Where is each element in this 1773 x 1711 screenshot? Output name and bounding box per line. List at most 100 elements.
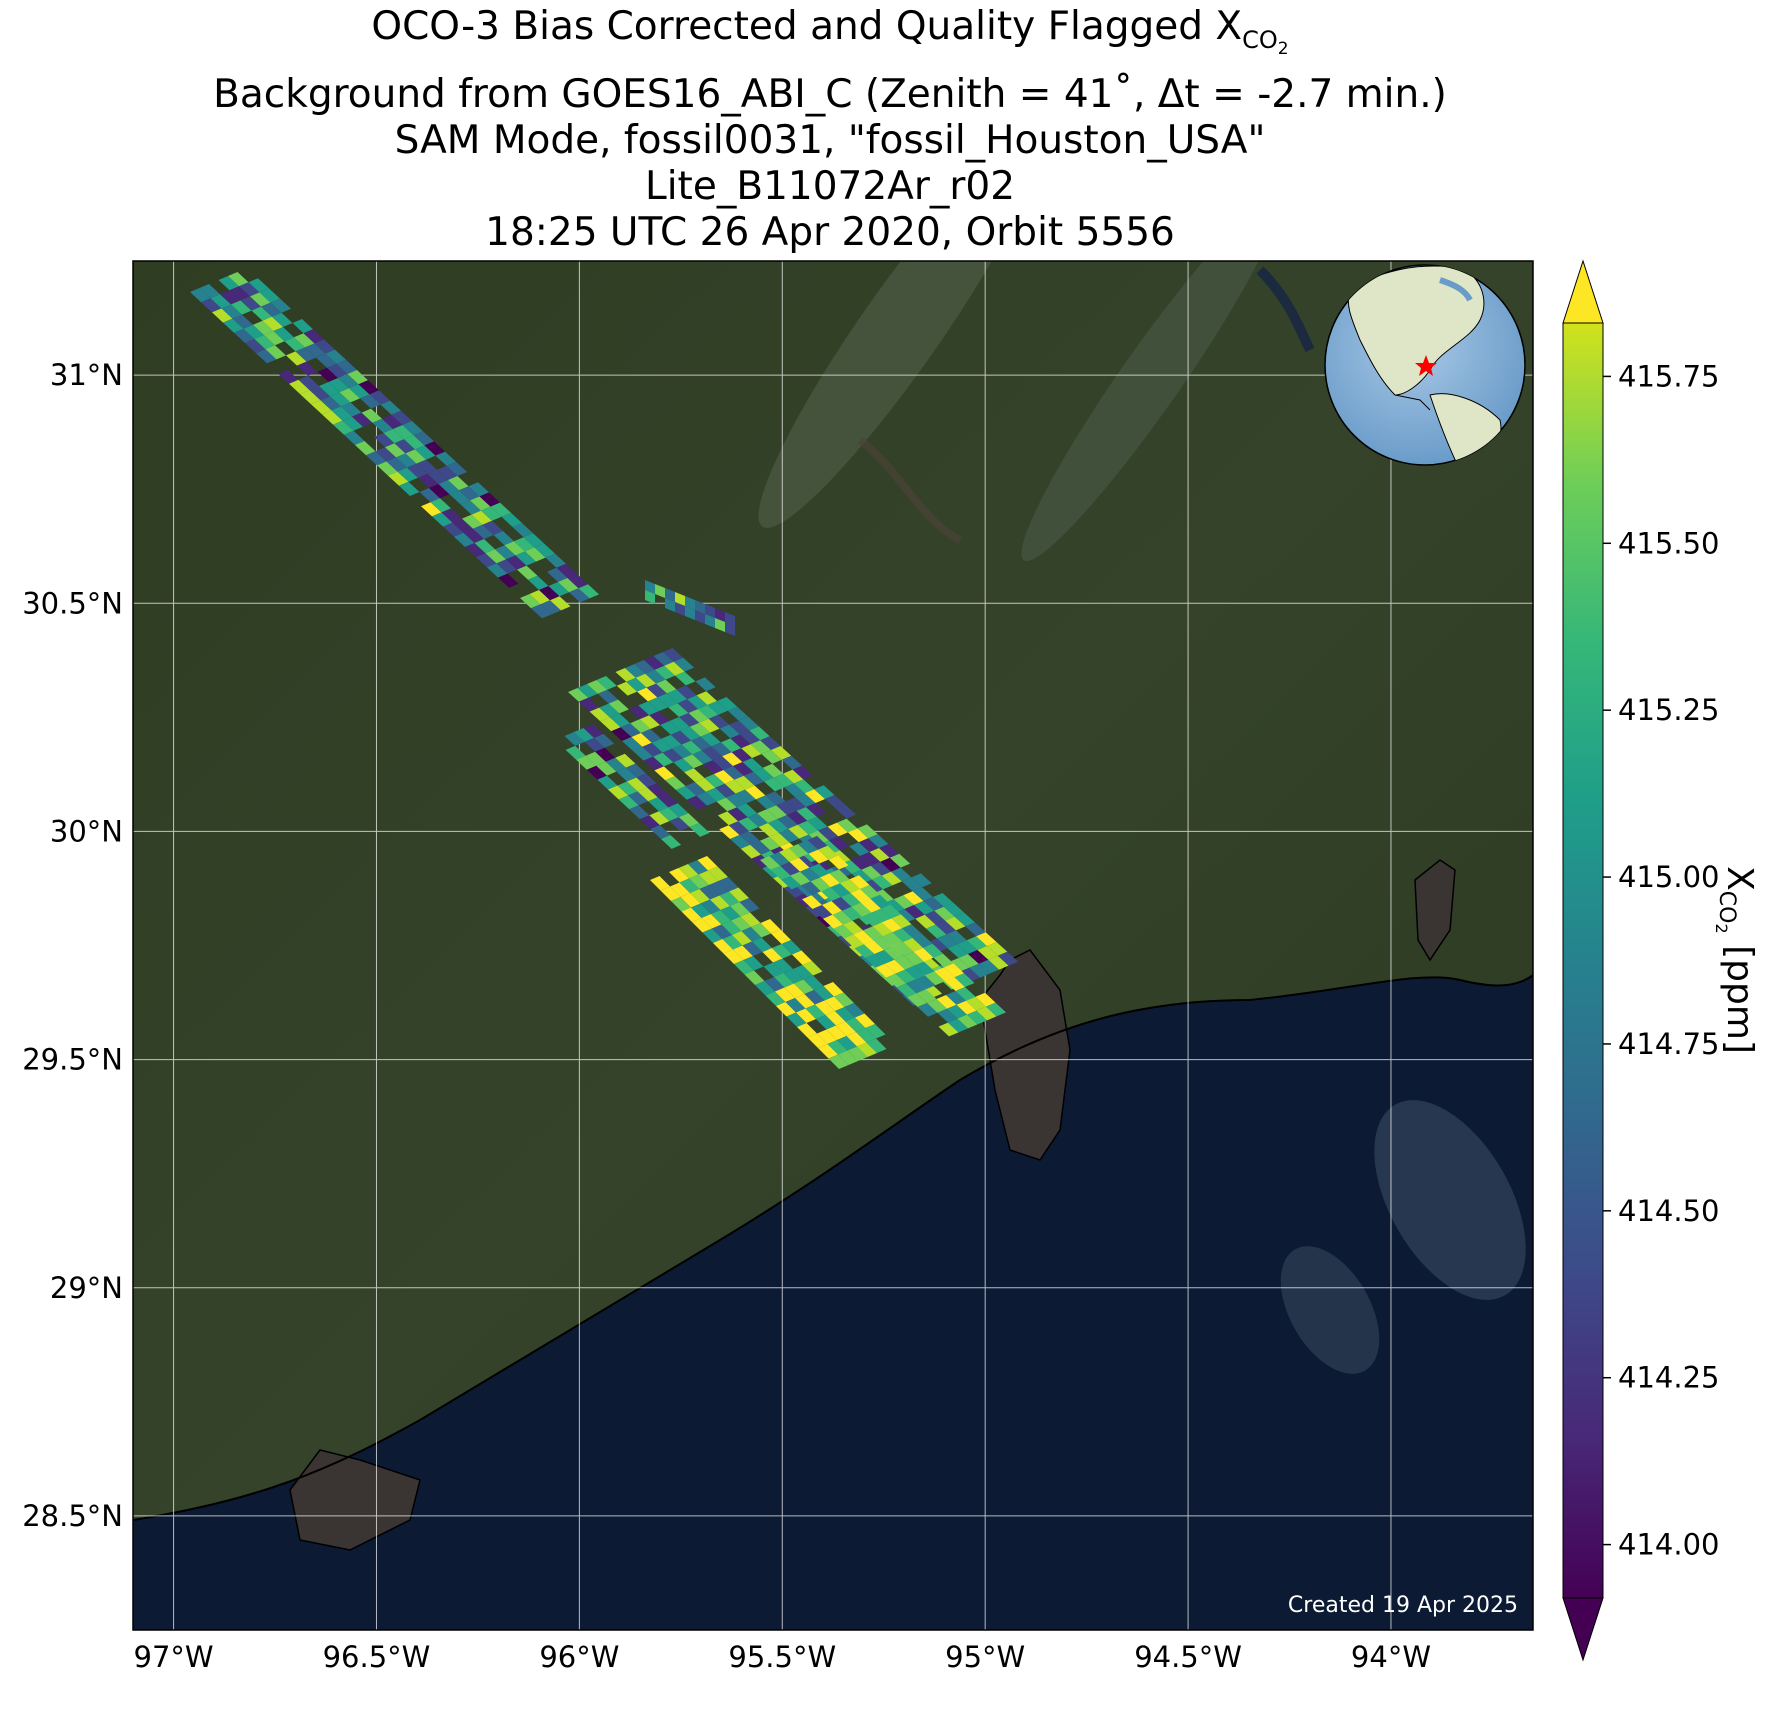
xco2-sounding (751, 923, 771, 938)
map-title: OCO-3 Bias Corrected and Quality Flagged… (130, 4, 1530, 256)
xco2-sounding (792, 950, 812, 965)
xco2-sounding (879, 844, 900, 858)
xco2-sounding (807, 836, 828, 850)
xco2-sounding (727, 706, 749, 721)
xco2-sounding (768, 819, 789, 833)
xco2-sounding (978, 959, 1000, 974)
xco2-sounding (278, 369, 299, 384)
xco2-sounding (424, 441, 445, 456)
xco2-sounding (240, 296, 261, 311)
xco2-sounding (959, 967, 981, 982)
xco2-sounding (740, 844, 762, 859)
xco2-sounding (523, 533, 544, 548)
colorbar-ticks: 414.00 414.25 414.50 414.75 415.00 415.25 415.… (1603, 359, 1719, 1562)
xco2-sounding (828, 1054, 849, 1069)
colorbar: 414.00 414.25 414.50 414.75 415.00 415.25 415.… (1562, 259, 1760, 1662)
colorbar-extend-max (1562, 259, 1604, 324)
xco2-sounding (660, 886, 681, 901)
xco2-sounding (515, 551, 536, 566)
xco2-sounding (734, 775, 755, 790)
xco2-sounding (597, 689, 619, 704)
xco2-sounding (906, 979, 926, 994)
xco2-sounding (272, 312, 293, 327)
xco2-sounding (597, 775, 618, 790)
lat-tick-label: 29°N (50, 1271, 123, 1305)
xco2-sounding (716, 797, 737, 812)
xco2-sounding (882, 918, 902, 933)
xco2-sounding (927, 999, 947, 1013)
xco2-sounding (628, 791, 649, 806)
xco2-sounding (926, 924, 947, 939)
xco2-sounding (745, 785, 766, 800)
xco2-sounding (648, 797, 669, 812)
xco2-sounding (578, 697, 600, 712)
xco2-sounding (726, 793, 747, 808)
xco2-sounding (871, 908, 892, 923)
xco2-sounding (675, 671, 696, 686)
xco2-sounding (664, 661, 685, 676)
xco2-sounding (957, 940, 978, 954)
lon-tick-label: 96.5°W (323, 1640, 431, 1674)
xco2-sounding (797, 820, 819, 835)
xco2-sounding (861, 898, 881, 913)
xco2-sounding (564, 732, 585, 746)
xco2-sounding (720, 906, 741, 921)
xco2-sounding (765, 991, 786, 1006)
xco2-sounding (265, 345, 286, 360)
xco2-sounding (766, 805, 787, 819)
colorbar-tick-label: 415.00 (1618, 860, 1719, 894)
xco2-sounding (446, 461, 467, 476)
xco2-sounding (201, 298, 222, 313)
xco2-sounding (804, 889, 825, 904)
xco2-sounding (723, 766, 744, 780)
xco2-sounding (802, 895, 822, 909)
xco2-sounding (891, 914, 912, 929)
title-line-2: Background from GOES16_ABI_C (Zenith = 4… (213, 71, 1447, 117)
xco2-sounding (361, 408, 382, 423)
colorbar-label: XCO2 [ppm] (1712, 866, 1760, 1054)
xco2-sounding (649, 711, 670, 725)
xco2-sounding (831, 897, 852, 911)
xco2-sounding (916, 989, 937, 1003)
gulf-water (133, 975, 1533, 1630)
xco2-sounding (697, 856, 718, 871)
xco2-sounding (966, 996, 986, 1011)
xco2-sounding (231, 300, 252, 315)
xco2-sounding (676, 685, 697, 700)
xco2-sounding (485, 549, 506, 564)
xco2-sounding (976, 1006, 997, 1021)
xco2-sounding (775, 987, 795, 1002)
xco2-sounding (820, 873, 840, 888)
xco2-sounding (769, 852, 790, 866)
xco2-sounding (254, 335, 275, 350)
xco2-sounding (330, 392, 351, 407)
xco2-sounding (710, 895, 730, 910)
xco2-sounding (229, 286, 250, 301)
xco2-sounding (903, 938, 923, 952)
colorbar-extend-min (1562, 1597, 1604, 1662)
xco2-sounding (402, 421, 423, 436)
xco2-sounding (793, 965, 813, 980)
longitude-labels: 97°W 96.5°W 96°W 95.5°W 95°W 94.5°W 94°W (134, 1640, 1431, 1674)
xco2-sounding (369, 390, 390, 405)
xco2-sounding (333, 420, 354, 435)
xco2-sounding (735, 789, 756, 804)
xco2-sounding (967, 1010, 987, 1025)
xco2-sounding (689, 722, 711, 737)
xco2-sounding (685, 596, 695, 610)
xco2-sounding (807, 816, 828, 831)
lon-tick-label: 96°W (539, 1640, 619, 1674)
xco2-sounding (846, 1032, 867, 1047)
xco2-sounding (631, 733, 652, 747)
cloud-streak (1280, 1246, 1380, 1374)
xco2-sounding (875, 963, 896, 978)
xco2-sounding (705, 787, 727, 802)
xco2-sounding (720, 738, 742, 753)
xco2-sounding (679, 713, 700, 727)
xco2-sounding (769, 832, 790, 847)
xco2-sounding (827, 822, 848, 837)
xco2-sounding (913, 947, 934, 962)
xco2-sounding (647, 783, 668, 798)
xco2-sounding (731, 748, 752, 762)
